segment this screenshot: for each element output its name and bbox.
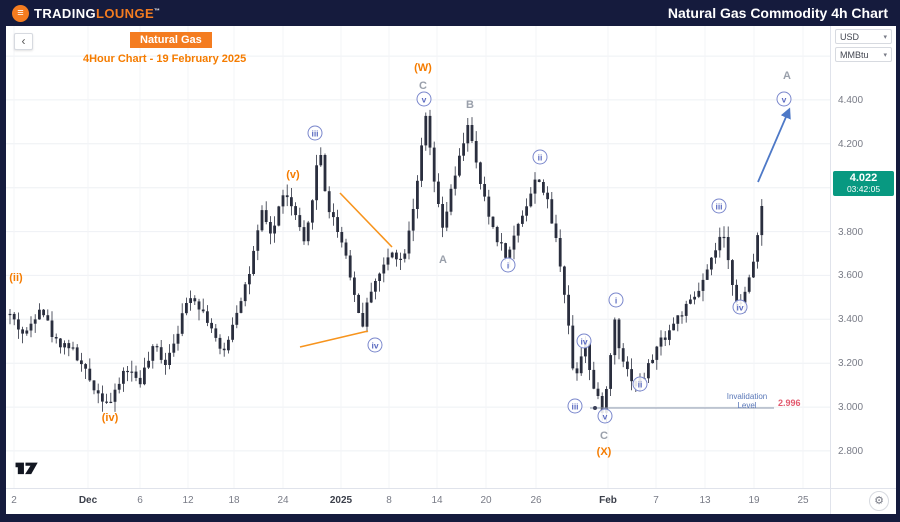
time-tick-label: 25 xyxy=(797,495,809,506)
bar-countdown: 03:42:05 xyxy=(846,183,881,194)
wave-label-B: B xyxy=(466,99,474,111)
tradinglounge-logo-icon: ≡ xyxy=(12,4,29,22)
plot-area[interactable]: ‹ Natural Gas 4Hour Chart - 19 February … xyxy=(6,26,830,488)
tradingview-logo[interactable] xyxy=(14,459,40,482)
wave-label-v: v xyxy=(597,408,613,424)
time-tick-label: 8 xyxy=(386,495,392,506)
price-tick-label: 4.400 xyxy=(838,94,864,106)
currency-label: USD xyxy=(840,31,860,42)
wave-label-X: (X) xyxy=(596,446,612,458)
wave-label-ii: ii xyxy=(532,149,548,165)
price-tick-label: 3.200 xyxy=(838,358,864,370)
chevron-down-icon: ▾ xyxy=(883,33,887,41)
price-tick-label: 3.600 xyxy=(838,270,864,282)
unit-select[interactable]: MMBtu ▾ xyxy=(835,47,892,62)
brand-logo: ≡ TRADINGLOUNGE™ xyxy=(12,4,160,22)
invalidation-level-label: Invalidation Level xyxy=(726,392,768,410)
wave-label-v: v xyxy=(416,91,432,107)
wave-label-ii: (ii) xyxy=(9,272,23,284)
time-tick-label: 13 xyxy=(699,495,711,506)
unit-label: MMBtu xyxy=(840,49,869,60)
chart-subtitle: 4Hour Chart - 19 February 2025 xyxy=(83,53,247,65)
axis-corner: ⚙ xyxy=(830,489,896,514)
price-tick-label: 2.800 xyxy=(838,445,864,457)
wave-label-iv: iv xyxy=(732,299,748,315)
last-price: 4.022 xyxy=(849,171,878,184)
time-tick-label: 2025 xyxy=(329,495,353,506)
price-tick-label: 3.000 xyxy=(838,402,864,414)
time-row: 2 Dec 6 12 18 24 2025 8 14 20 26 Feb 7 13 19 25 ⚙ xyxy=(6,488,896,514)
settings-button[interactable]: ⚙ xyxy=(869,491,889,511)
gear-icon: ⚙ xyxy=(874,495,884,507)
tradingview-logo-icon xyxy=(15,462,38,475)
time-tick-label: 18 xyxy=(228,495,240,506)
time-tick-label: 2 xyxy=(11,495,17,506)
time-tick-label: 14 xyxy=(431,495,443,506)
wave-label-A: A xyxy=(783,70,791,82)
time-tick-label: 12 xyxy=(182,495,194,506)
wave-label-iii: iii xyxy=(307,125,323,141)
wave-label-W: (W) xyxy=(414,62,432,74)
page-title: Natural Gas Commodity 4h Chart xyxy=(667,5,888,21)
collapse-panel-button[interactable]: ‹ xyxy=(14,33,33,50)
time-tick-label: 24 xyxy=(277,495,289,506)
symbol-label: Natural Gas xyxy=(130,32,212,48)
time-tick-label: 6 xyxy=(137,495,143,506)
brand-lounge: LOUNGE xyxy=(96,5,155,21)
wave-label-iv: (iv) xyxy=(101,412,119,424)
wave-label-v: (v) xyxy=(286,169,300,181)
price-tick-label: 3.400 xyxy=(838,314,864,326)
time-scale[interactable]: 2 Dec 6 12 18 24 2025 8 14 20 26 Feb 7 13 19 25 xyxy=(6,489,830,514)
wave-label-C: C xyxy=(600,430,608,442)
price-tick-label: 3.800 xyxy=(838,226,864,238)
brand-trading: TRADING xyxy=(34,5,97,21)
brand-name: TRADINGLOUNGE™ xyxy=(34,6,160,21)
time-tick-label: Feb xyxy=(599,495,617,506)
invalidation-level-price: 2.996 xyxy=(778,398,801,408)
price-tick-label: 4.200 xyxy=(838,138,864,150)
wave-label-ii: ii xyxy=(632,376,648,392)
wave-label-iv: iv xyxy=(367,337,383,353)
time-tick-label: 26 xyxy=(530,495,542,506)
currency-select[interactable]: USD ▾ xyxy=(835,29,892,44)
wave-label-C: C xyxy=(419,80,427,92)
wave-label-i: i xyxy=(608,292,624,308)
time-tick-label: 7 xyxy=(653,495,659,506)
wave-label-v: v xyxy=(776,91,792,107)
chart-shell: ‹ Natural Gas 4Hour Chart - 19 February … xyxy=(6,26,896,514)
chevron-down-icon: ▾ xyxy=(883,51,887,59)
time-tick-label: Dec xyxy=(78,495,98,506)
trademark-symbol: ™ xyxy=(154,8,161,15)
time-tick-label: 19 xyxy=(748,495,760,506)
wave-label-A: A xyxy=(439,254,447,266)
wave-label-iii: iii xyxy=(711,198,727,214)
candlestick-canvas xyxy=(6,26,830,488)
price-badge: 4.022 03:42:05 xyxy=(833,170,894,196)
plot-row: ‹ Natural Gas 4Hour Chart - 19 February … xyxy=(6,26,896,488)
price-scale[interactable]: USD ▾ MMBtu ▾ 4.022 03:42:05 4.400 4.200 3… xyxy=(830,26,896,488)
app-header: ≡ TRADINGLOUNGE™ Natural Gas Commodity 4… xyxy=(0,0,900,26)
wave-label-iv: iv xyxy=(576,333,592,349)
wave-label-i: i xyxy=(500,257,516,273)
wave-label-iii: iii xyxy=(567,398,583,414)
time-tick-label: 20 xyxy=(480,495,492,506)
